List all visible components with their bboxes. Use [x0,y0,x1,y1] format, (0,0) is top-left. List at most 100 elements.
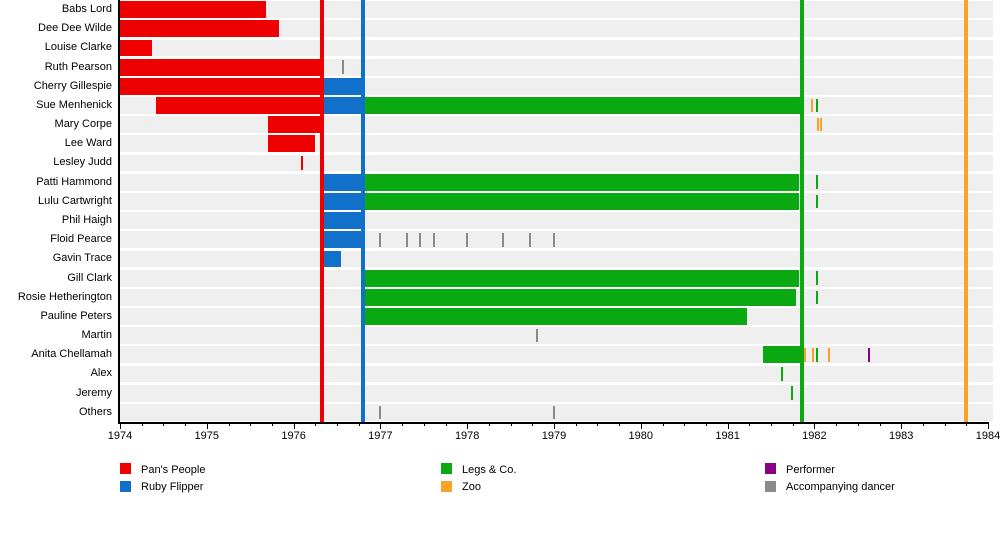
bar-anita-chellamah-legs-co [763,346,800,364]
x-axis-minor-tick [315,422,317,426]
appearance-tick-martin-accompanying-dancer [535,328,538,343]
x-axis-minor-tick [575,422,577,426]
appearance-tick-anita-chellamah-zoo [811,348,814,362]
x-axis-label-1976: 1976 [281,430,306,442]
x-axis-major-tick-1976 [293,422,295,429]
row-label-mary-corpe: Mary Corpe [54,118,112,131]
x-axis-minor-tick [705,422,707,426]
legend-swatch-performer [765,463,776,474]
bar-babs-lord-pan-s-people [120,1,266,18]
row-label-gill-clark: Gill Clark [67,271,112,284]
row-label-babs-lord: Babs Lord [61,3,112,15]
x-axis-minor-tick [228,422,230,426]
x-axis-label-1984: 1984 [975,430,1000,442]
appearance-tick-ruth-pearson-accompanying-dancer [342,60,345,74]
row-band-floid-pearce [120,231,993,249]
bar-lulu-cartwright-ruby-flipper [322,193,364,210]
appearance-tick-mary-corpe-zoo [820,117,823,132]
x-axis-major-tick-1984 [988,422,989,429]
legend-label-performer: Performer [786,463,835,476]
appearance-tick-patti-hammond-legs-co [816,175,818,189]
row-band-gavin-trace [120,250,993,268]
x-axis-major-tick-1974 [120,422,121,429]
row-label-louise-clarke: Louise Clarke [44,41,112,54]
row-label-dee-dee-wilde: Dee Dee Wilde [38,22,112,35]
x-axis-major-tick-1981 [727,422,729,429]
x-axis-minor-tick [271,422,273,426]
bar-ruth-pearson-pan-s-people [120,58,323,76]
row-label-patti-hammond: Patti Hammond [36,175,112,188]
legend-swatch-accompanying-dancer [765,480,776,492]
x-axis-minor-tick [163,422,165,426]
x-axis-minor-tick [879,422,881,426]
x-axis-major-tick-1977 [380,422,382,429]
x-axis-minor-tick [836,422,838,426]
row-label-martin: Martin [81,329,112,342]
bar-gavin-trace-ruby-flipper [322,250,342,268]
x-axis-label-1974: 1974 [107,430,133,442]
x-axis-label-1977: 1977 [368,430,393,442]
bar-sue-menhenick-ruby-flipper [322,97,364,114]
appearance-tick-others-accompanying-dancer [553,405,555,420]
legend-swatch-ruby-flipper [120,480,131,492]
row-label-cherry-gillespie: Cherry Gillespie [33,79,112,92]
row-band-phil-haigh [120,212,993,229]
row-band-lesley-judd [120,154,993,172]
x-axis-major-tick-1980 [640,422,642,429]
appearance-tick-sue-menhenick-legs-co [816,98,818,113]
appearance-tick-floid-pearce-accompanying-dancer [466,233,469,247]
x-axis-minor-tick [510,422,512,426]
y-axis-line [118,0,120,422]
row-label-others: Others [78,405,112,418]
row-label-lulu-cartwright: Lulu Cartwright [38,194,112,207]
x-axis-major-tick-1975 [206,422,208,429]
appearance-tick-lesley-judd-pan-s-people [301,156,304,170]
x-axis-minor-tick [619,422,621,426]
row-label-lee-ward: Lee Ward [64,137,112,150]
x-axis-minor-tick [662,422,664,426]
row-label-lesley-judd: Lesley Judd [53,156,112,169]
bar-patti-hammond-ruby-flipper [322,173,364,191]
bar-cherry-gillespie-ruby-flipper [322,77,364,95]
x-axis-major-tick-1982 [814,422,816,429]
legend-swatch-legs-co [441,463,452,474]
bar-lee-ward-pan-s-people [268,135,316,153]
row-label-jeremy: Jeremy [75,386,112,399]
row-band-mary-corpe [120,116,993,134]
bar-louise-clarke-pan-s-people [120,39,153,57]
x-axis-minor-tick [337,422,338,426]
legend-label-zoo: Zoo [462,481,481,493]
bar-sue-menhenick-pan-s-people [155,97,323,114]
appearance-tick-anita-chellamah-zoo [803,348,806,362]
bar-lulu-cartwright-legs-co [363,193,799,210]
row-label-rosie-hetherington: Rosie Hetherington [17,290,112,303]
row-label-gavin-trace: Gavin Trace [52,252,112,265]
x-axis-label-1981: 1981 [715,430,740,442]
bar-floid-pearce-ruby-flipper [322,231,364,249]
bar-cherry-gillespie-pan-s-people [120,77,323,95]
row-label-ruth-pearson: Ruth Pearson [44,60,112,73]
x-axis-minor-tick [944,422,946,426]
appearance-tick-floid-pearce-accompanying-dancer [501,233,504,247]
x-axis-minor-tick [141,422,143,426]
appearance-tick-anita-chellamah-zoo [828,348,831,362]
row-band-dee-dee-wilde [120,20,993,38]
appearance-tick-floid-pearce-accompanying-dancer [419,233,422,247]
legend-swatch-zoo [441,480,452,492]
bar-dee-dee-wilde-pan-s-people [120,20,279,38]
x-axis-minor-tick [402,422,404,426]
bar-patti-hammond-legs-co [363,173,799,191]
bar-rosie-hetherington-legs-co [363,288,797,306]
appearance-tick-anita-chellamah-legs-co [816,348,818,362]
x-axis-minor-tick [857,422,859,426]
row-label-phil-haigh: Phil Haigh [61,214,112,226]
x-axis-label-1983: 1983 [888,430,914,442]
x-axis-minor-tick [771,422,772,426]
row-band-jeremy [120,384,993,402]
x-axis-minor-tick [250,422,252,426]
bar-gill-clark-legs-co [363,269,799,287]
x-axis-line [118,422,989,424]
bar-phil-haigh-ruby-flipper [322,212,364,229]
x-axis-label-1979: 1979 [541,430,567,442]
